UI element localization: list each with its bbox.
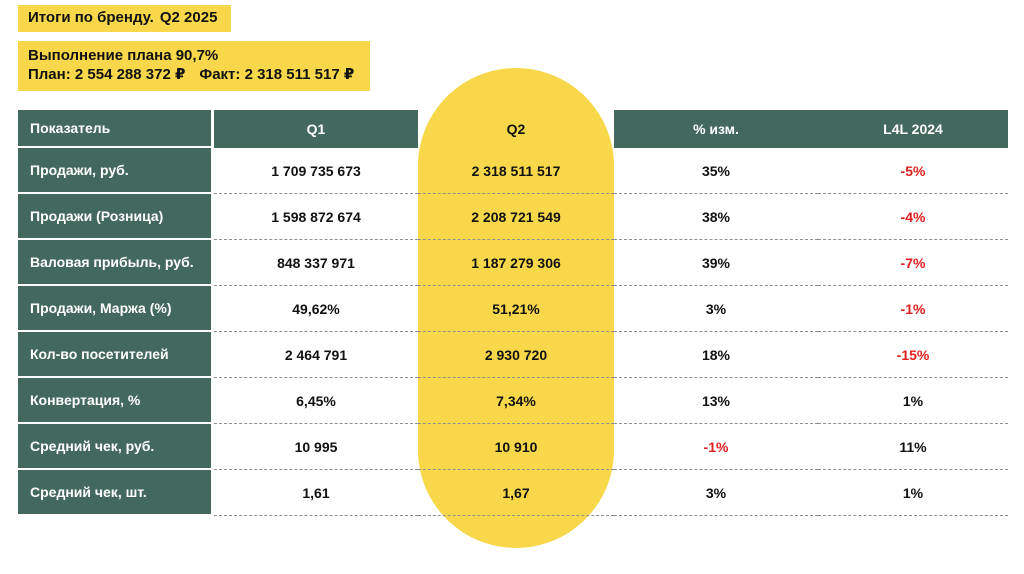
- table-row: Валовая прибыль, руб. 848 337 971 1 187 …: [18, 240, 1008, 286]
- col-header-l4l: L4L 2024: [818, 110, 1008, 148]
- q1-value: 1,61: [214, 470, 418, 516]
- plan-value-text: План: 2 554 288 372 ₽: [28, 66, 186, 83]
- table-row: Продажи (Розница) 1 598 872 674 2 208 72…: [18, 194, 1008, 240]
- change-value: 39%: [614, 240, 818, 286]
- plan-completion-text: Выполнение плана 90,7%: [28, 47, 219, 64]
- q1-value: 6,45%: [214, 378, 418, 424]
- change-value: -1%: [614, 424, 818, 470]
- l4l-value: -5%: [818, 148, 1008, 194]
- q1-value: 1 598 872 674: [214, 194, 418, 240]
- l4l-value: 11%: [818, 424, 1008, 470]
- row-label: Продажи (Розница): [18, 194, 214, 240]
- change-value: 3%: [614, 286, 818, 332]
- plan-fact-line: План: 2 554 288 372 ₽ Факт: 2 318 511 517…: [28, 65, 354, 84]
- q2-highlight-pill: [418, 68, 614, 548]
- change-value: 18%: [614, 332, 818, 378]
- row-label: Продажи, руб.: [18, 148, 214, 194]
- slide-title-badge: Итоги по бренду. Q2 2025: [18, 5, 232, 32]
- l4l-value: 1%: [818, 470, 1008, 516]
- row-label: Конвертация, %: [18, 378, 214, 424]
- fact-value-text: Факт: 2 318 511 517 ₽: [199, 66, 355, 83]
- l4l-value: -4%: [818, 194, 1008, 240]
- table-row: Продажи, Маржа (%) 49,62% 51,21% 3% -1%: [18, 286, 1008, 332]
- row-label: Кол-во посетителей: [18, 332, 214, 378]
- change-value: 3%: [614, 470, 818, 516]
- row-label: Средний чек, руб.: [18, 424, 214, 470]
- q2-value: 10 910: [418, 424, 614, 470]
- q2-value: 51,21%: [418, 286, 614, 332]
- q2-value: 1 187 279 306: [418, 240, 614, 286]
- l4l-value: 1%: [818, 378, 1008, 424]
- col-header-q2: Q2: [506, 121, 526, 137]
- q1-value: 848 337 971: [214, 240, 418, 286]
- row-label: Валовая прибыль, руб.: [18, 240, 214, 286]
- table-body: Продажи, руб. 1 709 735 673 2 318 511 51…: [18, 148, 1008, 516]
- q2-value: 1,67: [418, 470, 614, 516]
- results-table: Показатель Q1 Q2 % изм. L4L 2024 Продажи…: [18, 110, 1008, 516]
- row-label: Продажи, Маржа (%): [18, 286, 214, 332]
- q2-value: 2 318 511 517: [418, 148, 614, 194]
- change-value: 38%: [614, 194, 818, 240]
- col-header-indicator: Показатель: [18, 110, 214, 148]
- l4l-value: -7%: [818, 240, 1008, 286]
- change-value: 13%: [614, 378, 818, 424]
- q1-value: 1 709 735 673: [214, 148, 418, 194]
- q2-value: 7,34%: [418, 378, 614, 424]
- q1-value: 49,62%: [214, 286, 418, 332]
- row-label: Средний чек, шт.: [18, 470, 214, 516]
- col-header-change: % изм.: [614, 110, 818, 148]
- change-value: 35%: [614, 148, 818, 194]
- table-row: Продажи, руб. 1 709 735 673 2 318 511 51…: [18, 148, 1008, 194]
- table-row: Средний чек, руб. 10 995 10 910 -1% 11%: [18, 424, 1008, 470]
- table-header-row: Показатель Q1 Q2 % изм. L4L 2024: [18, 110, 1008, 148]
- slide-title-period: Q2 2025: [159, 9, 218, 26]
- col-header-q1: Q1: [214, 110, 418, 148]
- l4l-value: -1%: [818, 286, 1008, 332]
- table-row: Средний чек, шт. 1,61 1,67 3% 1%: [18, 470, 1008, 516]
- q1-value: 2 464 791: [214, 332, 418, 378]
- slide-title-text: Итоги по бренду.: [28, 9, 154, 26]
- table-row: Кол-во посетителей 2 464 791 2 930 720 1…: [18, 332, 1008, 378]
- l4l-value: -15%: [818, 332, 1008, 378]
- table-row: Конвертация, % 6,45% 7,34% 13% 1%: [18, 378, 1008, 424]
- q2-value: 2 930 720: [418, 332, 614, 378]
- q1-value: 10 995: [214, 424, 418, 470]
- plan-summary-badge: Выполнение плана 90,7% План: 2 554 288 3…: [18, 41, 371, 91]
- q2-value: 2 208 721 549: [418, 194, 614, 240]
